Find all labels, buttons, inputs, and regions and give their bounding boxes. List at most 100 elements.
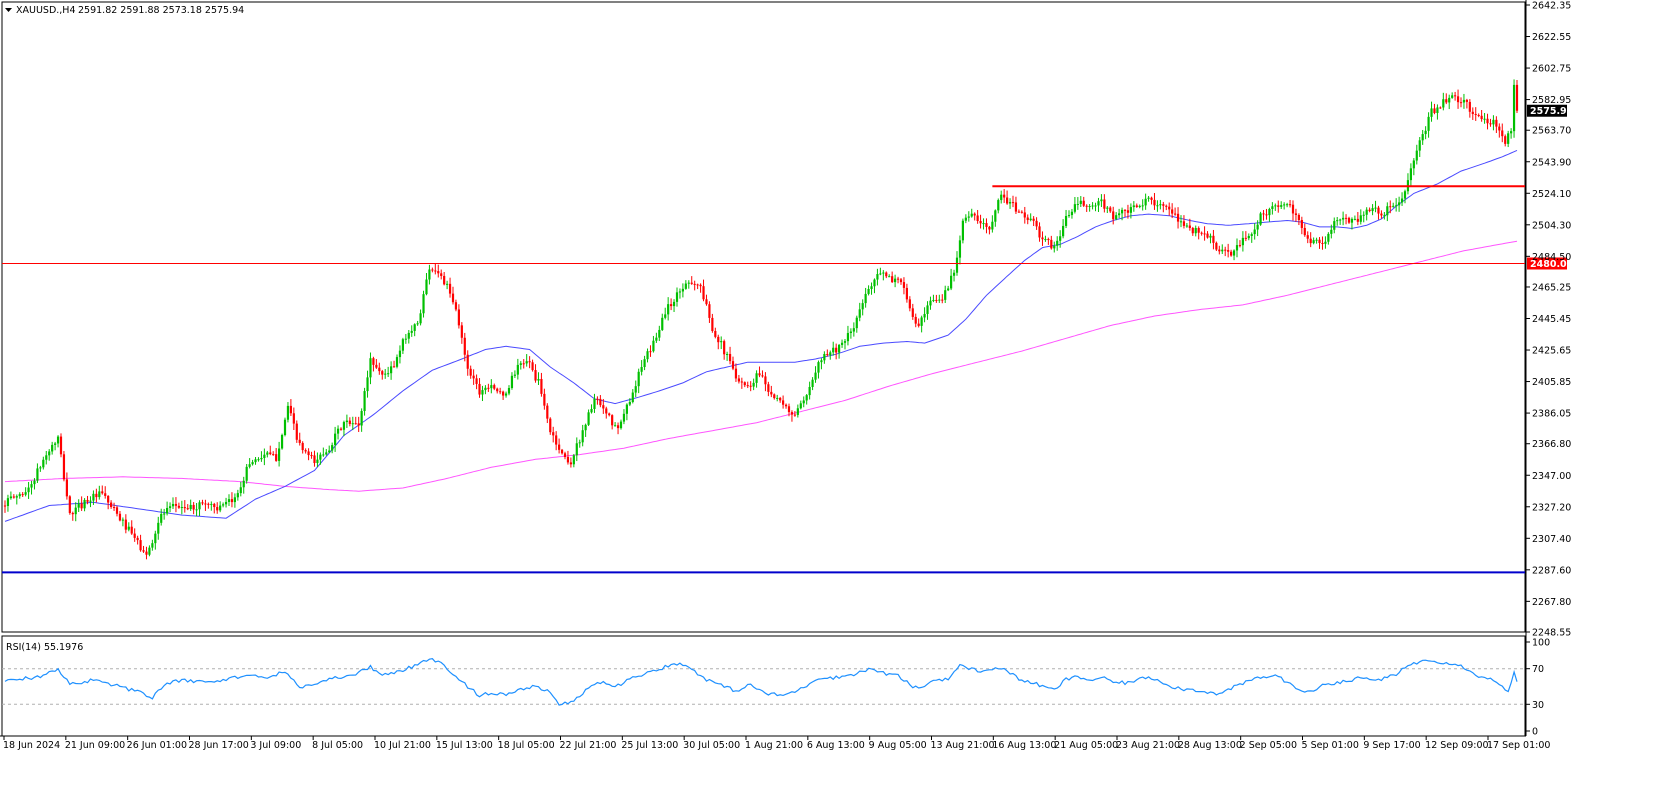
candle-body bbox=[784, 404, 788, 407]
candle-body bbox=[655, 337, 658, 341]
candle-body bbox=[1501, 130, 1504, 137]
candle bbox=[584, 423, 587, 437]
candle bbox=[446, 280, 449, 290]
candle-body bbox=[885, 272, 888, 277]
candle bbox=[74, 502, 77, 522]
price-tick-label: 2504.30 bbox=[1532, 220, 1571, 231]
candle-body bbox=[142, 550, 145, 552]
candle bbox=[425, 273, 428, 296]
candle bbox=[407, 330, 410, 344]
candle bbox=[216, 502, 219, 514]
candle bbox=[743, 381, 746, 388]
candle-body bbox=[1344, 217, 1348, 219]
candle bbox=[941, 294, 944, 304]
candle bbox=[21, 492, 24, 498]
candle bbox=[1126, 204, 1130, 219]
candle bbox=[767, 381, 770, 397]
candle-body bbox=[1424, 130, 1427, 135]
candle bbox=[944, 285, 947, 303]
candle bbox=[1480, 110, 1483, 122]
candle-body bbox=[1156, 205, 1159, 207]
candle-body bbox=[625, 404, 628, 414]
candle bbox=[1439, 106, 1442, 109]
candle-body bbox=[1333, 221, 1336, 230]
candle-body bbox=[717, 336, 720, 343]
candle-body bbox=[1330, 229, 1333, 234]
candle bbox=[1253, 223, 1256, 240]
price-tick-label: 2622.55 bbox=[1532, 32, 1571, 43]
candle bbox=[24, 487, 27, 497]
candle-body bbox=[1356, 218, 1359, 222]
candle-body bbox=[148, 547, 151, 555]
candle-body bbox=[646, 351, 649, 360]
candle bbox=[873, 278, 876, 294]
candle-body bbox=[1171, 209, 1174, 214]
candle bbox=[1445, 93, 1448, 105]
candle bbox=[855, 315, 858, 333]
candle bbox=[908, 296, 911, 312]
candle bbox=[1156, 200, 1159, 212]
candle bbox=[1135, 203, 1138, 208]
candle bbox=[1088, 204, 1091, 212]
dropdown-triangle-icon[interactable] bbox=[5, 8, 12, 12]
candle-body bbox=[672, 301, 676, 307]
candle-body bbox=[891, 276, 894, 283]
candle bbox=[1495, 116, 1498, 134]
candle-body bbox=[416, 323, 419, 325]
candle bbox=[392, 360, 396, 368]
candle bbox=[658, 325, 661, 342]
candle bbox=[136, 535, 139, 545]
candle-body bbox=[941, 299, 944, 301]
candle-body bbox=[257, 459, 260, 461]
candle-body bbox=[1412, 160, 1415, 169]
time-tick-label: 18 Jun 2024 bbox=[3, 740, 60, 751]
candle-body bbox=[1474, 114, 1477, 116]
candle-body bbox=[65, 479, 68, 497]
candle bbox=[1200, 231, 1203, 236]
candle bbox=[1203, 226, 1206, 241]
candle bbox=[1008, 198, 1012, 209]
candle bbox=[614, 422, 617, 427]
candle bbox=[466, 350, 469, 376]
candle-body bbox=[982, 223, 985, 225]
candle-body bbox=[30, 484, 33, 488]
candle-body bbox=[431, 269, 434, 271]
candle bbox=[189, 499, 192, 511]
candle bbox=[1306, 231, 1309, 244]
candle-body bbox=[280, 435, 284, 449]
candle bbox=[428, 264, 431, 285]
candle-body bbox=[1141, 205, 1144, 207]
candle bbox=[443, 271, 446, 286]
candle-body bbox=[36, 468, 39, 481]
candle-body bbox=[469, 368, 472, 376]
candle bbox=[440, 269, 443, 280]
candle bbox=[174, 497, 178, 513]
candle bbox=[437, 264, 440, 278]
candle bbox=[799, 400, 802, 410]
candle-body bbox=[6, 498, 10, 507]
candle bbox=[12, 494, 15, 499]
candle bbox=[1197, 226, 1200, 240]
candle-body bbox=[1433, 108, 1436, 113]
candle-body bbox=[1123, 209, 1127, 211]
candle bbox=[1356, 211, 1359, 226]
candle-body bbox=[354, 423, 357, 425]
candle bbox=[755, 370, 758, 388]
candle-body bbox=[867, 288, 870, 294]
candle bbox=[1115, 212, 1118, 221]
candle bbox=[516, 358, 519, 380]
candle-body bbox=[454, 302, 458, 310]
candle-body bbox=[272, 454, 275, 456]
candle bbox=[1474, 107, 1477, 121]
candle bbox=[549, 417, 552, 435]
candle-body bbox=[1059, 236, 1062, 241]
candle-body bbox=[947, 288, 950, 291]
candle-body bbox=[1253, 229, 1256, 235]
candle bbox=[71, 511, 74, 521]
candle bbox=[222, 502, 225, 508]
candle bbox=[522, 359, 525, 369]
candle-body bbox=[27, 487, 30, 493]
candle bbox=[779, 396, 782, 403]
candle-body bbox=[1100, 199, 1103, 202]
price-tick-label: 2465.25 bbox=[1532, 282, 1571, 293]
